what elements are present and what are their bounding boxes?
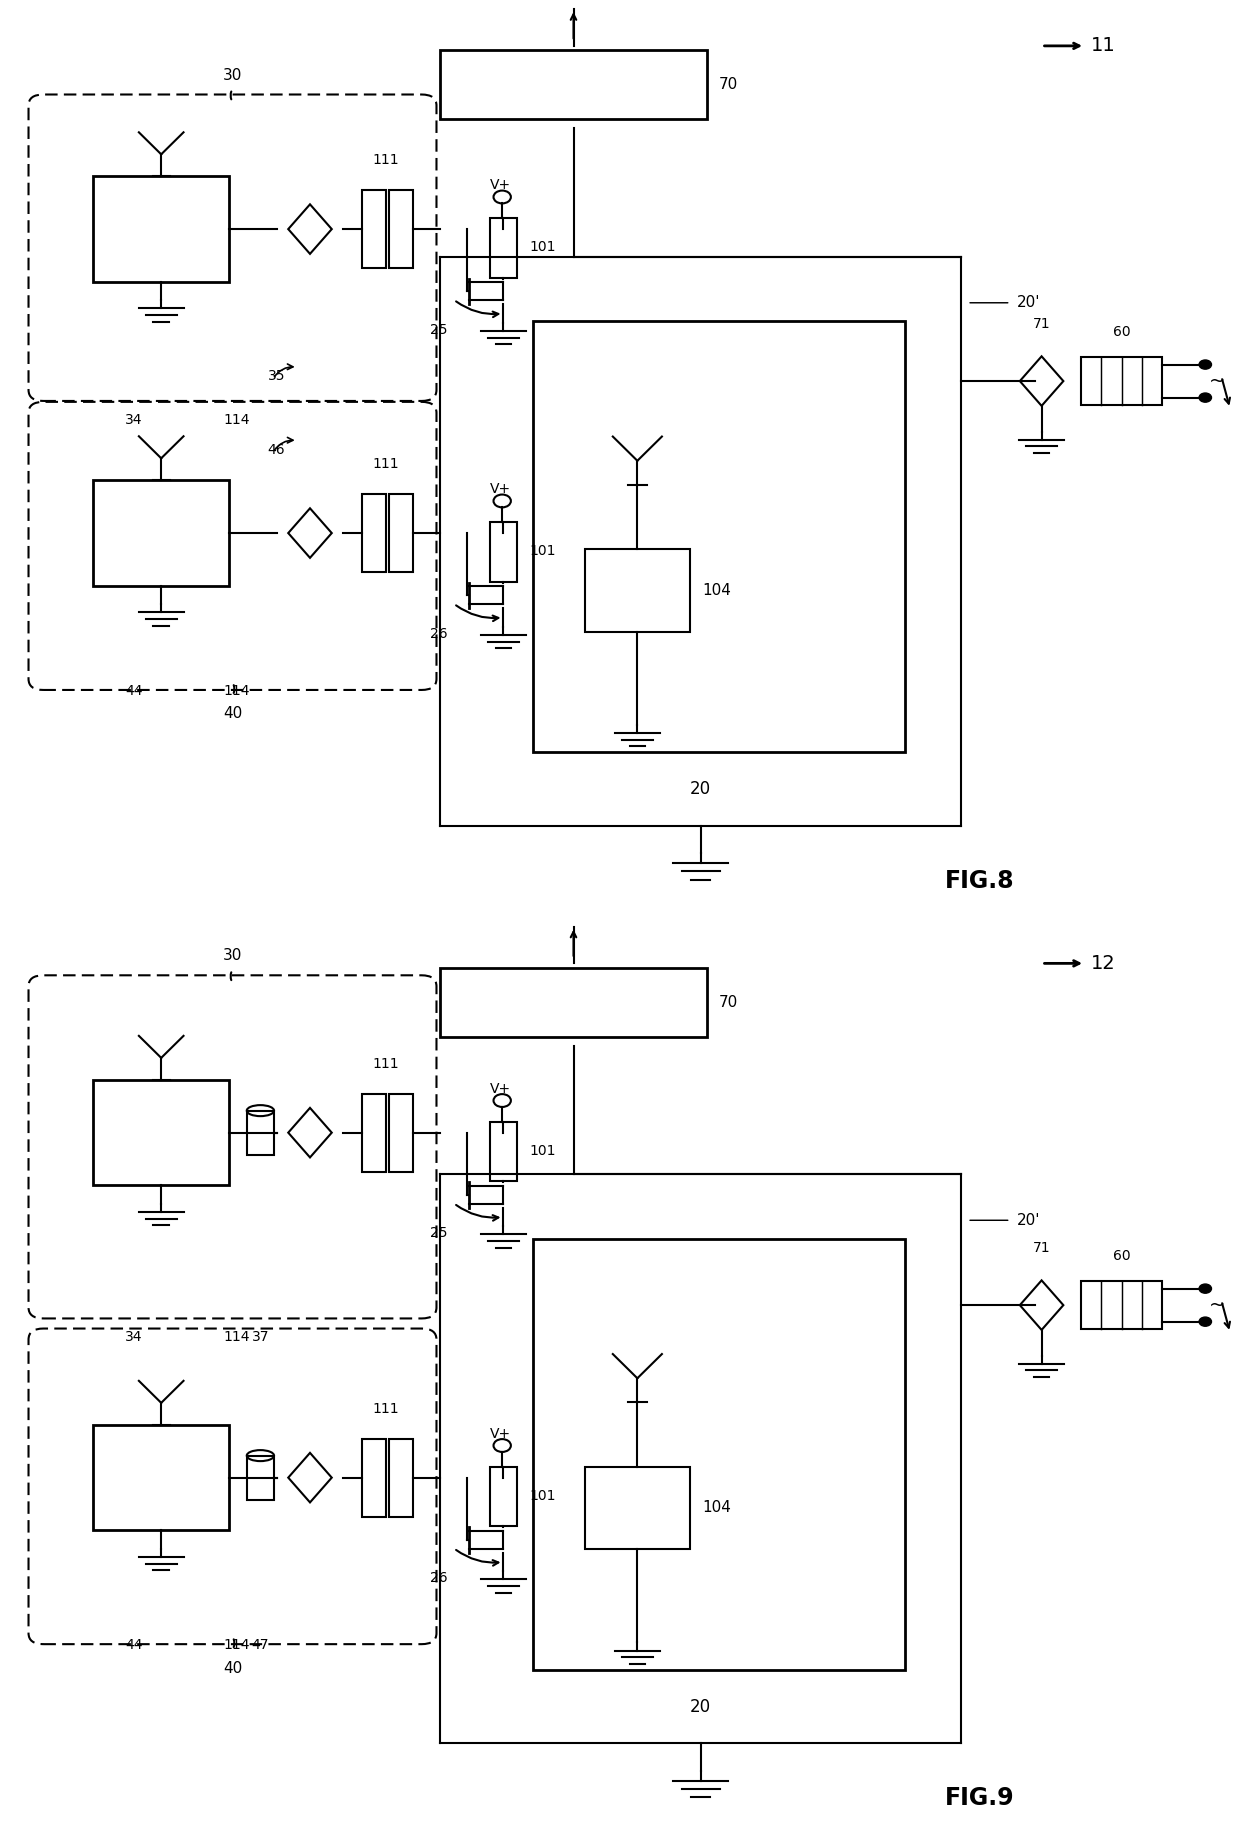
Bar [490, 523, 517, 582]
Text: ~: ~ [1209, 1296, 1225, 1314]
Text: 44: 44 [125, 684, 143, 697]
Text: 12: 12 [1091, 954, 1116, 973]
Bar [389, 191, 413, 268]
Text: 25: 25 [430, 1226, 448, 1240]
Text: 40: 40 [223, 706, 242, 721]
Text: 20: 20 [689, 780, 712, 798]
Text: 26: 26 [430, 1571, 448, 1585]
Text: 114: 114 [223, 1330, 249, 1345]
Bar [389, 494, 413, 573]
Text: V+: V+ [490, 178, 511, 193]
Text: 114: 114 [223, 684, 249, 697]
Bar [389, 1094, 413, 1173]
Text: 34: 34 [125, 413, 143, 428]
Bar [1081, 1281, 1162, 1329]
Bar [490, 1466, 517, 1527]
Text: 111: 111 [372, 1057, 399, 1072]
Text: 71: 71 [1033, 1240, 1050, 1255]
Bar [362, 494, 386, 573]
Text: 111: 111 [372, 1402, 399, 1417]
Bar [247, 1110, 274, 1154]
Text: 35: 35 [268, 369, 285, 384]
Text: 30: 30 [223, 949, 242, 963]
Text: 111: 111 [372, 457, 399, 472]
Text: 20': 20' [1017, 295, 1040, 310]
Text: 11: 11 [1091, 37, 1116, 55]
Bar [585, 1466, 689, 1549]
Text: 111: 111 [372, 152, 399, 167]
Text: 101: 101 [529, 240, 556, 255]
Bar [533, 1239, 905, 1670]
Text: 104: 104 [702, 1501, 732, 1516]
Bar [362, 191, 386, 268]
Text: 104: 104 [702, 584, 732, 598]
Circle shape [1199, 1284, 1211, 1294]
Bar [1081, 358, 1162, 406]
Circle shape [1199, 360, 1211, 369]
Bar [490, 1121, 517, 1182]
Bar [93, 176, 229, 283]
Bar [93, 1424, 229, 1530]
Bar [585, 549, 689, 631]
Bar [362, 1094, 386, 1173]
Text: 101: 101 [529, 1143, 556, 1158]
Bar [362, 1439, 386, 1516]
Text: 46: 46 [268, 442, 285, 457]
Text: 20': 20' [1017, 1213, 1040, 1228]
Text: 40: 40 [223, 1661, 242, 1675]
Bar [440, 969, 707, 1037]
Circle shape [1199, 1318, 1211, 1327]
Text: 47: 47 [252, 1637, 269, 1652]
Text: 71: 71 [1033, 317, 1050, 330]
Text: 114: 114 [223, 1637, 249, 1652]
Text: 114: 114 [223, 413, 249, 428]
Text: 60: 60 [1112, 325, 1131, 339]
Text: 30: 30 [223, 68, 242, 83]
Circle shape [1199, 393, 1211, 402]
Text: FIG.9: FIG.9 [945, 1785, 1014, 1811]
Bar [247, 1455, 274, 1499]
Text: V+: V+ [490, 1428, 511, 1440]
Text: 26: 26 [430, 628, 448, 640]
Text: 25: 25 [430, 323, 448, 336]
Text: 60: 60 [1112, 1250, 1131, 1262]
Text: 44: 44 [125, 1637, 143, 1652]
Text: 34: 34 [125, 1330, 143, 1345]
Text: 101: 101 [529, 545, 556, 558]
Text: V+: V+ [490, 1083, 511, 1095]
Bar [389, 1439, 413, 1516]
Text: FIG.8: FIG.8 [945, 868, 1014, 894]
Text: 20: 20 [689, 1697, 712, 1716]
Text: 101: 101 [529, 1488, 556, 1503]
Bar [490, 218, 517, 277]
Text: ~: ~ [1209, 371, 1225, 391]
Text: V+: V+ [490, 483, 511, 497]
Bar [533, 321, 905, 752]
Text: 37: 37 [252, 1330, 269, 1345]
Text: 70: 70 [719, 995, 739, 1009]
Bar [93, 481, 229, 585]
Text: 70: 70 [719, 77, 739, 92]
Bar [93, 1079, 229, 1185]
Bar [440, 50, 707, 119]
